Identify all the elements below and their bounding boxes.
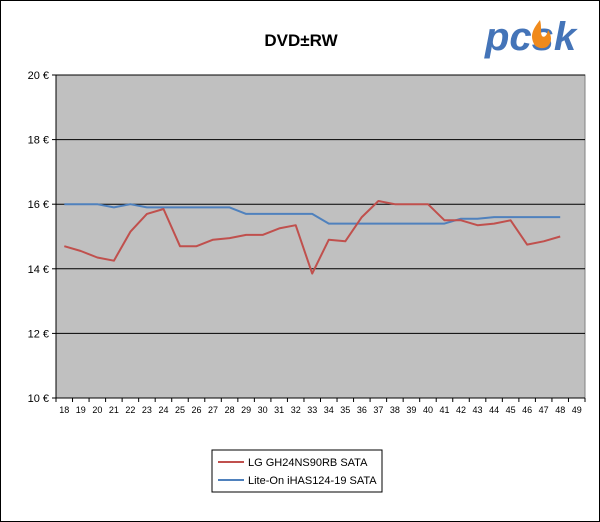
x-tick-label: 39 [406, 405, 416, 415]
x-tick-label: 22 [125, 405, 135, 415]
x-tick-label: 33 [307, 405, 317, 415]
legend-label-lg: LG GH24NS90RB SATA [248, 457, 368, 469]
x-tick-label: 47 [539, 405, 549, 415]
x-tick-label: 46 [522, 405, 532, 415]
legend-box [211, 449, 383, 493]
x-tick-label: 40 [423, 405, 433, 415]
logo-text: pcsk [484, 15, 578, 59]
x-tick-label: 37 [373, 405, 383, 415]
plot-area [55, 74, 586, 399]
x-tick-label: 31 [274, 405, 284, 415]
x-tick-label: 27 [208, 405, 218, 415]
x-tick-label: 49 [572, 405, 582, 415]
x-tick-label: 25 [175, 405, 185, 415]
y-tick-label: 20 € [28, 70, 49, 82]
legend: LG GH24NS90RB SATA Lite-On iHAS124-19 SA… [211, 449, 383, 493]
x-tick-label: 24 [158, 405, 168, 415]
x-tick-label: 41 [439, 405, 449, 415]
x-tick-label: 42 [456, 405, 466, 415]
y-tick-label: 18 € [28, 135, 49, 147]
chart-title: DVD±RW [264, 31, 338, 50]
x-tick-label: 29 [241, 405, 251, 415]
x-tick-label: 45 [506, 405, 516, 415]
x-tick-label: 34 [324, 405, 334, 415]
series-layer [64, 200, 561, 275]
y-tick-label: 14 € [28, 264, 49, 276]
x-tick-label: 32 [291, 405, 301, 415]
x-tick-label: 35 [340, 405, 350, 415]
x-tick-label: 36 [357, 405, 367, 415]
axes [52, 74, 586, 402]
x-tick-label: 44 [489, 405, 499, 415]
y-axis-ticks: 10 € 12 € 14 € 16 € 18 € 20 € [28, 70, 49, 405]
x-tick-label: 48 [555, 405, 565, 415]
x-tick-label: 38 [390, 405, 400, 415]
x-tick-label: 30 [258, 405, 268, 415]
y-tick-label: 16 € [28, 199, 49, 211]
series-line-lg [64, 200, 561, 275]
pcosk-logo: pcsk [484, 15, 578, 59]
y-tick-label: 12 € [28, 328, 49, 340]
x-axis-ticks: 18 19 20 21 22 23 24 25 26 27 28 29 30 31 32 33 34 35 36 37… [59, 405, 581, 415]
x-tick-label: 20 [92, 405, 102, 415]
y-tick-label: 10 € [28, 393, 49, 405]
x-tick-label: 43 [473, 405, 483, 415]
flame-icon [532, 20, 551, 49]
x-tick-label: 26 [192, 405, 202, 415]
legend-label-liteon: Lite-On iHAS124-19 SATA [248, 475, 377, 487]
x-tick-label: 23 [142, 405, 152, 415]
x-tick-label: 21 [109, 405, 119, 415]
x-tick-label: 28 [225, 405, 235, 415]
x-tick-label: 18 [59, 405, 69, 415]
x-tick-label: 19 [76, 405, 86, 415]
series-line-liteon [64, 203, 561, 225]
